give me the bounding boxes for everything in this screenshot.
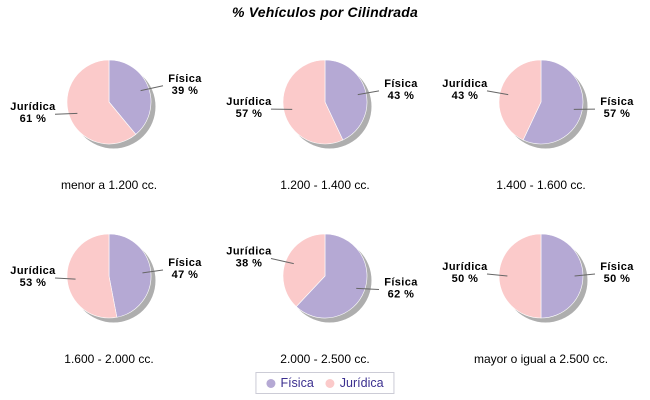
juridica-swatch-icon — [325, 378, 335, 388]
chart-title: % Vehículos por Cilindrada — [232, 4, 418, 20]
pie-chart: Física 43 % Jurídica 57 % — [226, 59, 418, 149]
legend-label-fisica: Física — [280, 376, 314, 390]
pie-caption: mayor o igual a 2.500 cc. — [473, 352, 609, 366]
pie-row-2: Física 47 % Jurídica 53 % 1.600 - 2.000 cc.… — [1, 209, 649, 366]
pie-chart-cell: Física 47 % Jurídica 53 % 1.600 - 2.000 cc. — [1, 209, 217, 366]
fisica-swatch-icon — [266, 378, 276, 388]
pie-chart: Física 47 % Jurídica 53 % — [10, 233, 202, 323]
pie-chart: Física 50 % Jurídica 50 % — [442, 233, 634, 323]
pie-caption: 1.400 - 1.600 cc. — [496, 178, 586, 192]
legend-item-juridica: Jurídica — [325, 376, 384, 390]
pie-chart: Física 57 % Jurídica 43 % — [442, 59, 634, 149]
pie-chart: Física 39 % Jurídica 61 % — [10, 59, 202, 149]
pie-chart-cell: Física 62 % Jurídica 38 % 2.000 - 2.500 cc. — [217, 209, 433, 366]
pie-caption: 2.000 - 2.500 cc. — [280, 352, 370, 366]
pie-row-1: Física 39 % Jurídica 61 % menor a 1.200 cc.… — [1, 35, 649, 192]
legend-item-fisica: Física — [266, 376, 314, 390]
pie-chart-cell: Física 50 % Jurídica 50 % mayor o igual a 2… — [433, 209, 649, 366]
pie-chart-cell: Física 57 % Jurídica 43 % 1.400 - 1.600 cc. — [433, 35, 649, 192]
legend-label-juridica: Jurídica — [339, 376, 384, 390]
pie-caption: 1.600 - 2.000 cc. — [64, 352, 154, 366]
pie-grid: Física 39 % Jurídica 61 % menor a 1.200 cc.… — [1, 35, 649, 366]
pie-chart-cell: Física 43 % Jurídica 57 % 1.200 - 1.400 cc. — [217, 35, 433, 192]
legend: Física Jurídica — [255, 372, 395, 394]
pie-caption: menor a 1.200 cc. — [60, 178, 158, 192]
pie-chart-cell: Física 39 % Jurídica 61 % menor a 1.200 cc. — [1, 35, 217, 192]
pie-chart: Física 62 % Jurídica 38 % — [226, 233, 418, 323]
pie-caption: 1.200 - 1.400 cc. — [280, 178, 370, 192]
